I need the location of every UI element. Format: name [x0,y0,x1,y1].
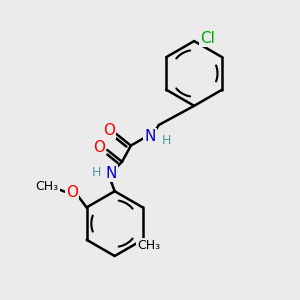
Text: H: H [161,134,171,147]
Text: O: O [66,185,78,200]
Text: Cl: Cl [200,31,215,46]
Text: CH₃: CH₃ [35,180,58,193]
Text: H: H [92,166,101,178]
Text: N: N [105,166,117,181]
Text: CH₃: CH₃ [137,239,160,252]
Text: N: N [144,129,156,144]
Text: O: O [103,123,115,138]
Text: O: O [93,140,105,155]
